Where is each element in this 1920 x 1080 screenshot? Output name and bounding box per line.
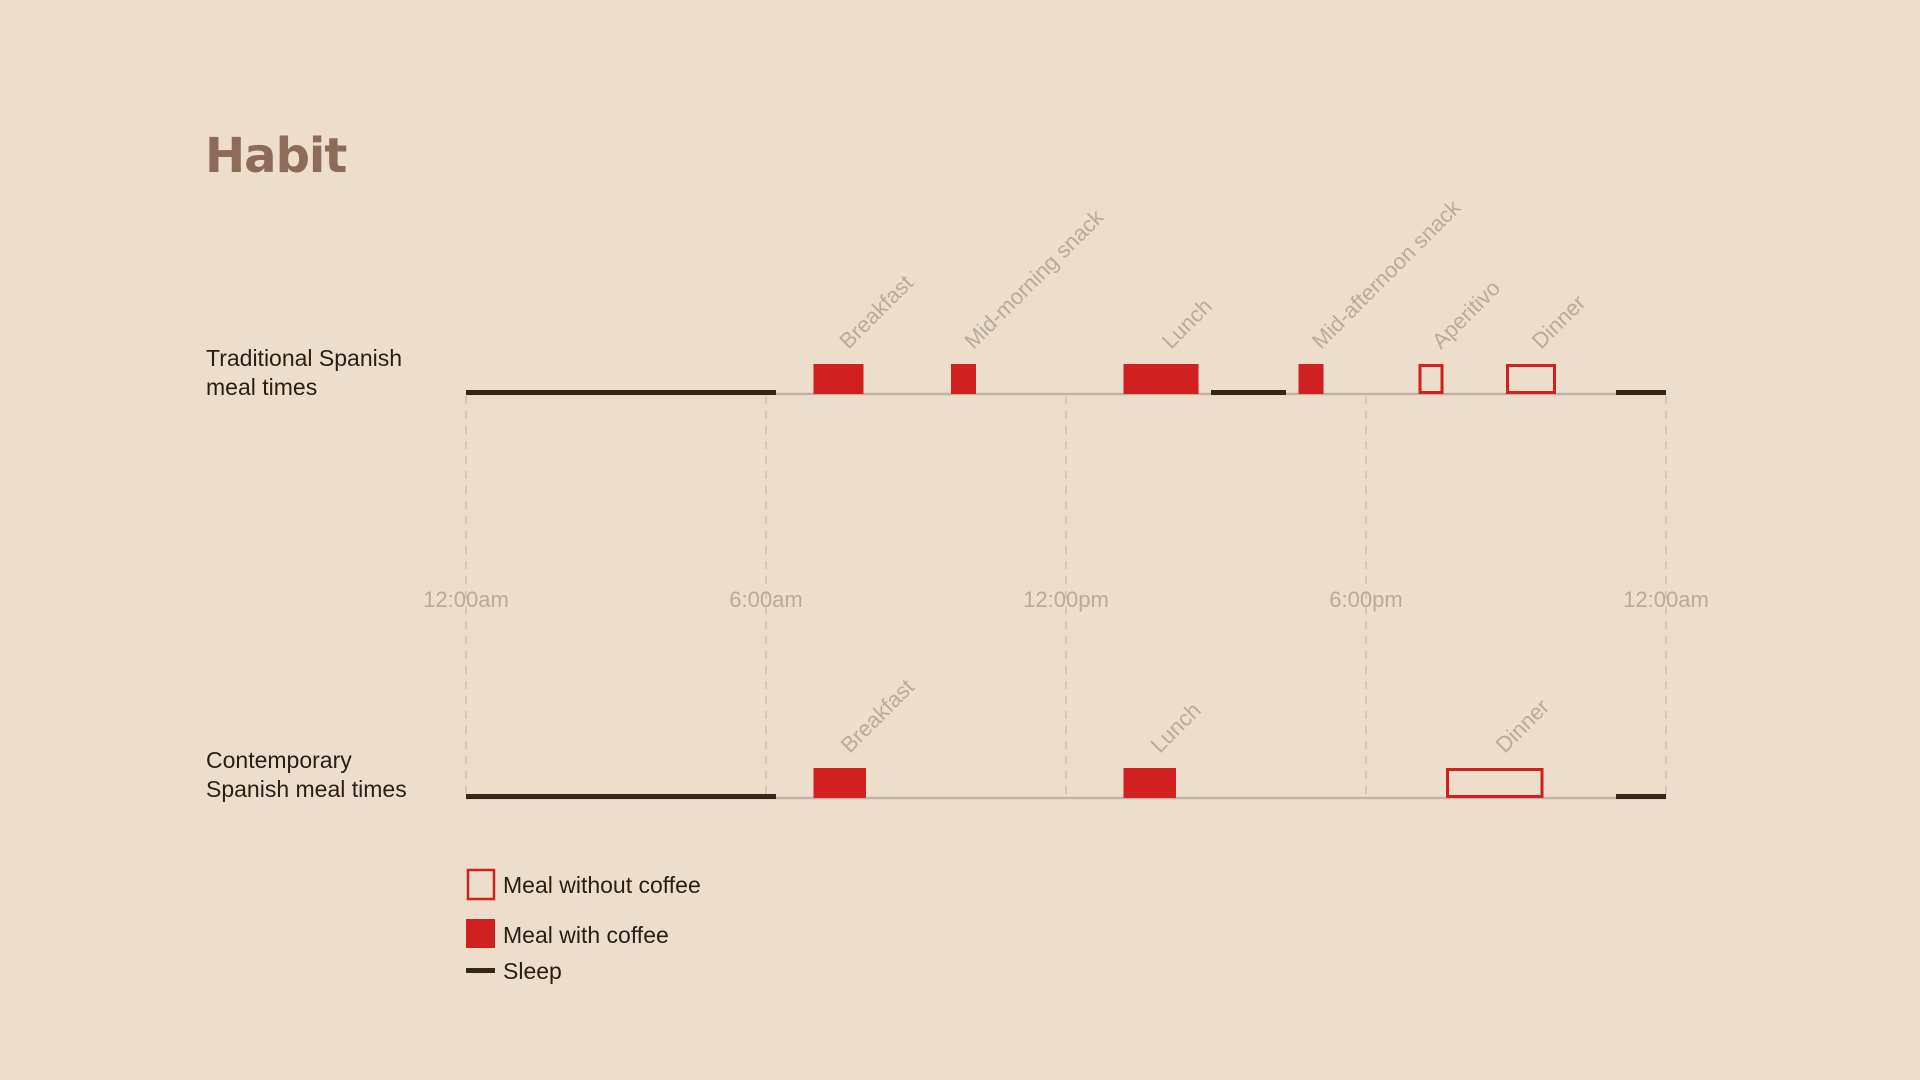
row-label-contemporary-line-1: Contemporary [206,747,352,773]
chart-title: Habit [205,128,347,184]
sleep-bar-contemporary-1 [1616,794,1666,799]
sleep-bar-traditional-2 [1616,390,1666,395]
meal-traditional-aperitivo-label: Aperitivo [1427,275,1505,353]
meal-traditional-lunch-label: Lunch [1157,293,1217,353]
meal-contemporary-dinner-label: Dinner [1491,694,1555,758]
meal-contemporary-dinner-bar [1446,768,1544,798]
meal-contemporary-breakfast-label: Breakfast [836,674,919,757]
meal-traditional-lunch-bar [1123,364,1199,394]
x-tick-label-4: 12:00am [1623,587,1709,612]
sleep-bar-contemporary-0 [466,794,776,799]
row-label-contemporary: Contemporary Spanish meal times [206,746,446,804]
legend-label-meal-without-coffee: Meal without coffee [503,872,701,898]
legend-label-sleep: Sleep [503,958,562,984]
meal-traditional-breakfast-label: Breakfast [834,270,917,353]
meal-traditional-breakfast-bar [813,364,864,394]
meal-traditional-dinner-bar [1506,364,1556,394]
meal-contemporary-breakfast-bar [813,768,866,798]
meal-traditional-aperitivo-bar [1418,364,1444,394]
meal-traditional-dinner-label: Dinner [1527,290,1591,354]
row-label-traditional-line-1: Traditional Spanish [206,345,403,371]
meal-contemporary-lunch-label: Lunch [1146,697,1206,757]
legend-swatch-meal-with-coffee [466,919,495,948]
meal-traditional-mid-morning-snack-bar [951,364,976,394]
x-tick-label-2: 12:00pm [1023,587,1109,612]
sleep-bar-traditional-0 [466,390,776,395]
legend-swatch-sleep [466,968,495,973]
meal-traditional-mid-afternoon-snack-bar [1298,364,1324,394]
sleep-bar-traditional-1 [1211,390,1286,395]
row-label-traditional: Traditional Spanish meal times [206,344,446,402]
x-tick-label-0: 12:00am [423,587,509,612]
meal-traditional-mid-morning-snack-label: Mid-morning snack [959,204,1109,354]
x-tick-label-3: 6:00pm [1329,587,1402,612]
row-label-contemporary-line-2: Spanish meal times [206,776,407,802]
legend-label-meal-with-coffee: Meal with coffee [503,922,669,948]
row-label-traditional-line-2: meal times [206,374,318,400]
legend-swatch-meal-without-coffee [466,868,496,901]
meal-contemporary-lunch-bar [1123,768,1176,798]
x-tick-label-1: 6:00am [729,587,802,612]
